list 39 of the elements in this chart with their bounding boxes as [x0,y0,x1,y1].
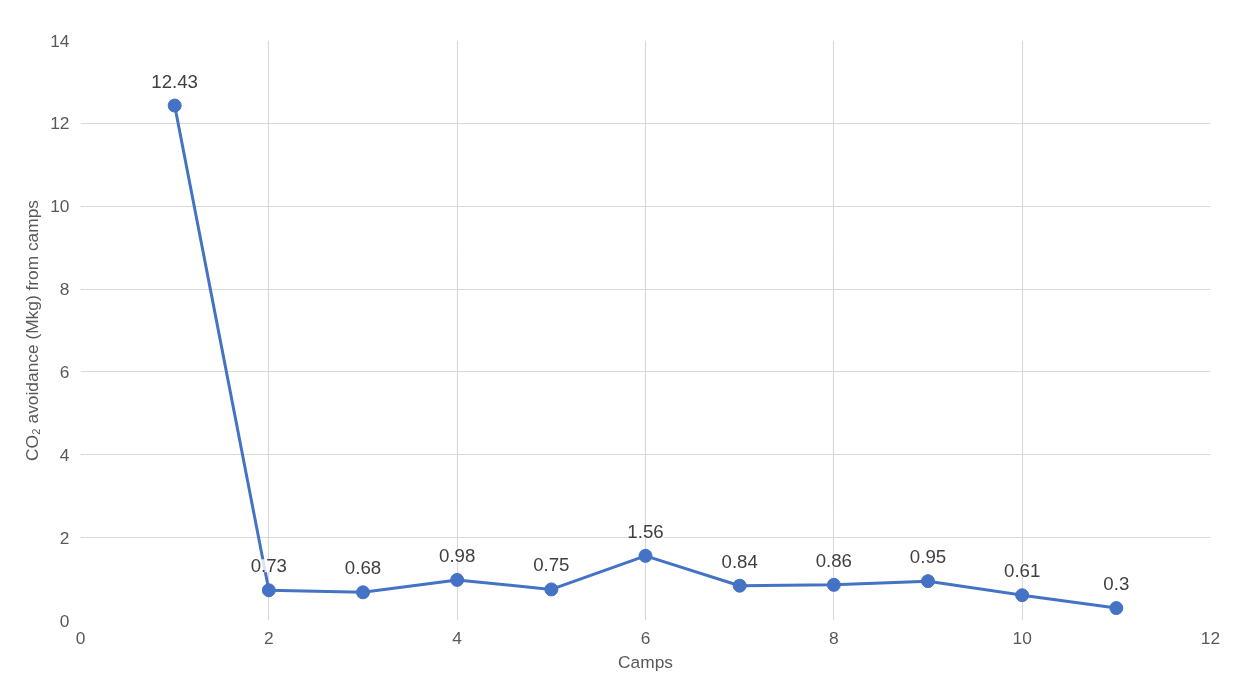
point [826,577,841,592]
y-tick-label: 12 [50,113,70,134]
data-label: 0.86 [815,549,852,571]
point [261,583,276,598]
x-tick-label: 12 [1200,627,1221,648]
point [921,574,935,589]
data-label: 0.3 [1103,573,1130,595]
data-label: 0.75 [533,554,570,576]
y-tick-label: 14 [50,30,70,51]
x-tick-label: 8 [829,627,839,648]
point [1015,588,1030,603]
point [544,582,559,597]
point [356,585,370,600]
x-tick-label: 2 [264,627,274,648]
data-label: 0.98 [439,544,476,566]
data-label: 0.61 [1004,560,1041,582]
y-tick-label: 2 [59,527,70,548]
x-axis-title: Camps [618,651,674,672]
y-tick-label: 4 [59,444,70,465]
y-tick-label: 10 [50,196,70,217]
point [167,98,182,113]
point [1109,601,1124,616]
point [450,572,465,587]
data-label: 0.84 [721,550,758,572]
y-tick-label: 6 [59,361,70,382]
x-tick-label: 6 [640,627,651,648]
data-label: 0.68 [344,557,382,579]
data-label: 12.43 [151,70,199,92]
y-tick-label: 0 [59,610,70,631]
data-label: 0.73 [250,555,287,577]
y-axis-title: CO₂ avoidance (Mkg) from camps [22,199,43,461]
x-tick-label: 10 [1012,627,1032,648]
data-label: 1.56 [627,520,664,542]
data-label: 0.95 [909,546,947,568]
x-tick-label: 0 [75,627,86,648]
point [732,578,747,593]
y-tick-label: 8 [59,279,70,300]
x-tick-label: 4 [452,627,463,648]
point [638,548,653,563]
